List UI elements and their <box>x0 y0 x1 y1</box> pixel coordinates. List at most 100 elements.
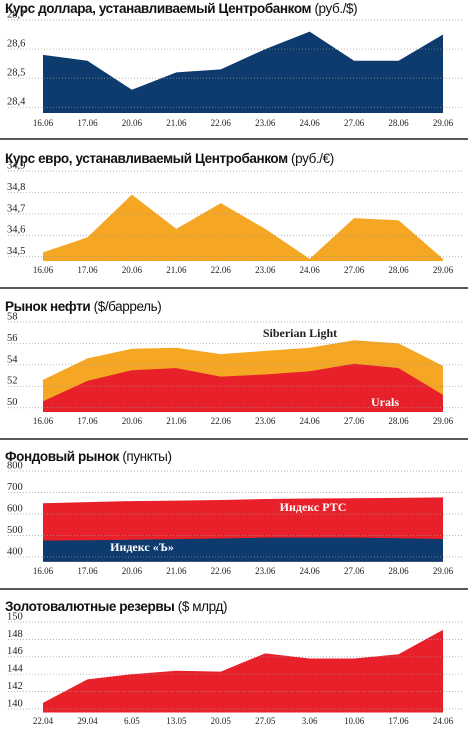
x-tick-label: 29.06 <box>433 118 454 128</box>
title-unit: ($ млрд) <box>178 599 227 614</box>
x-tick-label: 23.06 <box>255 265 276 275</box>
x-tick-label: 29.06 <box>433 566 454 576</box>
series-label: Urals <box>371 395 399 409</box>
y-tick-label: 28,5 <box>7 68 25 79</box>
x-tick-label: 22.06 <box>211 566 232 576</box>
x-tick-label: 3.06 <box>302 716 318 726</box>
x-tick-label: 24.06 <box>433 716 454 726</box>
x-tick-label: 28.06 <box>388 566 409 576</box>
title-unit: ($/баррель) <box>94 299 162 314</box>
x-tick-label: 17.06 <box>77 566 98 576</box>
x-tick-label: 27.06 <box>344 265 365 275</box>
area <box>43 31 443 113</box>
x-tick-label: 20.06 <box>122 416 143 426</box>
x-tick-label: 17.06 <box>388 716 409 726</box>
x-tick-label: 17.06 <box>77 265 98 275</box>
chart-title: Рынок нефти ($/баррель) <box>5 299 161 314</box>
x-tick-label: 22.06 <box>211 265 232 275</box>
area <box>43 194 443 261</box>
y-tick-label: 140 <box>7 698 23 709</box>
series-label: Siberian Light <box>263 326 337 340</box>
x-tick-label: 16.06 <box>33 265 54 275</box>
x-tick-label: 28.06 <box>388 416 409 426</box>
x-tick-label: 28.06 <box>388 118 409 128</box>
x-tick-label: 28.06 <box>388 265 409 275</box>
x-tick-label: 24.06 <box>300 416 321 426</box>
y-tick-label: 54 <box>7 354 18 365</box>
x-tick-label: 27.06 <box>344 118 365 128</box>
title-text: Рынок нефти <box>5 299 90 314</box>
y-tick-label: 150 <box>7 611 23 622</box>
x-tick-label: 20.05 <box>211 716 232 726</box>
area <box>43 629 443 713</box>
x-tick-label: 16.06 <box>33 416 54 426</box>
x-tick-label: 23.06 <box>255 118 276 128</box>
y-tick-label: 28,6 <box>7 38 25 49</box>
y-tick-label: 50 <box>7 397 18 408</box>
chart-title: Золотовалютные резервы ($ млрд) <box>5 599 227 614</box>
y-tick-label: 34,5 <box>7 246 25 257</box>
x-tick-label: 22.06 <box>211 416 232 426</box>
y-tick-label: 28,4 <box>7 97 26 108</box>
x-tick-label: 16.06 <box>33 118 54 128</box>
y-tick-label: 34,6 <box>7 225 25 236</box>
x-tick-label: 21.06 <box>166 265 187 275</box>
x-tick-label: 16.06 <box>33 566 54 576</box>
x-tick-label: 17.06 <box>77 118 98 128</box>
y-tick-label: 700 <box>7 482 23 493</box>
y-tick-label: 600 <box>7 503 23 514</box>
title-text: Золотовалютные резервы <box>5 599 174 614</box>
y-tick-label: 800 <box>7 460 23 471</box>
chart-title: Курс евро, устанавливаемый Центробанком … <box>5 151 334 166</box>
x-tick-label: 6.05 <box>124 716 140 726</box>
y-tick-label: 146 <box>7 646 23 657</box>
x-tick-label: 29.06 <box>433 265 454 275</box>
y-tick-label: 28,7 <box>7 9 25 20</box>
x-tick-label: 21.06 <box>166 566 187 576</box>
title-text: Курс евро, устанавливаемый Центробанком <box>5 151 288 166</box>
x-tick-label: 22.06 <box>211 118 232 128</box>
area <box>43 537 443 562</box>
y-tick-label: 400 <box>7 546 23 557</box>
title-text: Фондовый рынок <box>5 449 120 464</box>
x-tick-label: 21.06 <box>166 118 187 128</box>
y-tick-label: 34,8 <box>7 182 25 193</box>
y-tick-label: 142 <box>7 681 23 692</box>
x-tick-label: 24.06 <box>300 566 321 576</box>
x-tick-label: 29.04 <box>77 716 98 726</box>
area <box>43 363 443 412</box>
x-tick-label: 10.06 <box>344 716 365 726</box>
y-tick-label: 148 <box>7 629 23 640</box>
x-tick-label: 23.06 <box>255 566 276 576</box>
title-unit: (руб./$) <box>314 1 357 16</box>
chart-title: Курс доллара, устанавливаемый Центробанк… <box>5 1 357 16</box>
title-unit: (пункты) <box>122 449 171 464</box>
series-label: Индекс «Ъ» <box>110 540 174 554</box>
x-tick-label: 20.06 <box>122 566 143 576</box>
x-tick-label: 21.06 <box>166 416 187 426</box>
x-tick-label: 20.06 <box>122 265 143 275</box>
y-tick-label: 56 <box>7 333 18 344</box>
y-tick-label: 144 <box>7 664 24 675</box>
x-tick-label: 13.05 <box>166 716 187 726</box>
x-tick-label: 23.06 <box>255 416 276 426</box>
x-tick-label: 29.06 <box>433 416 454 426</box>
x-tick-label: 27.06 <box>344 566 365 576</box>
x-tick-label: 27.05 <box>255 716 276 726</box>
x-tick-label: 27.06 <box>344 416 365 426</box>
x-tick-label: 24.06 <box>300 265 321 275</box>
title-unit: (руб./€) <box>291 151 334 166</box>
x-tick-label: 17.06 <box>77 416 98 426</box>
x-tick-label: 20.06 <box>122 118 143 128</box>
y-tick-label: 52 <box>7 376 18 387</box>
chart-title: Фондовый рынок (пункты) <box>5 449 172 464</box>
title-text: Курс доллара, устанавливаемый Центробанк… <box>5 1 311 16</box>
x-tick-label: 24.06 <box>300 118 321 128</box>
y-tick-label: 500 <box>7 525 23 536</box>
x-tick-label: 22.04 <box>33 716 54 726</box>
y-tick-label: 34,9 <box>7 160 25 171</box>
y-tick-label: 34,7 <box>7 203 25 214</box>
series-label: Индекс РТС <box>280 500 347 514</box>
y-tick-label: 58 <box>7 311 18 322</box>
